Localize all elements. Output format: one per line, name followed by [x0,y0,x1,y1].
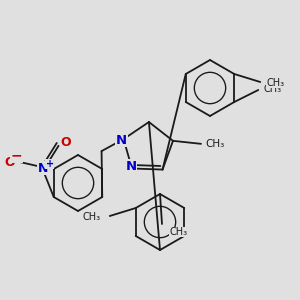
Text: N: N [125,160,136,173]
Text: CH₃: CH₃ [263,84,281,94]
Text: CH₃: CH₃ [83,212,101,222]
Text: N: N [38,161,48,175]
Text: CH₃: CH₃ [206,139,225,149]
Text: O: O [4,157,15,169]
Text: −: − [11,148,22,162]
Text: O: O [60,136,71,148]
Text: N: N [116,134,127,147]
Text: CH₃: CH₃ [266,78,284,88]
Text: +: + [46,159,54,169]
Text: CH₃: CH₃ [170,227,188,237]
